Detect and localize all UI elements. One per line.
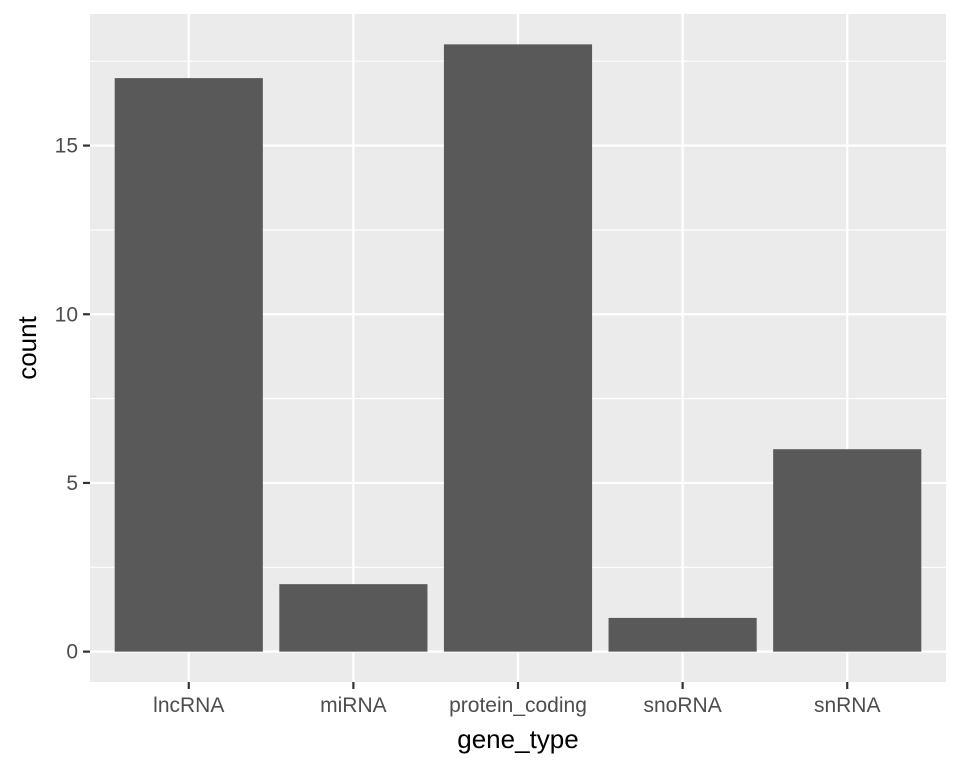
x-axis-title: gene_type <box>457 724 578 754</box>
y-tick-label: 0 <box>66 641 78 664</box>
y-axis-ticks: 0 5 10 15 <box>55 135 90 664</box>
y-tick-label: 10 <box>55 303 78 326</box>
y-tick-label: 15 <box>55 135 78 158</box>
x-tick-label: snRNA <box>814 694 881 717</box>
bar-protein_coding <box>443 44 593 652</box>
x-tick-label: snoRNA <box>644 694 722 717</box>
bar-snoRNA <box>608 617 757 652</box>
y-axis-title: count <box>12 315 42 379</box>
x-axis-ticks: lncRNA miRNA protein_coding snoRNA snRNA <box>153 682 880 717</box>
x-tick-label: miRNA <box>320 694 387 717</box>
x-tick-label: protein_coding <box>449 694 587 717</box>
x-tick-label: lncRNA <box>153 694 224 717</box>
y-tick-label: 5 <box>66 472 78 495</box>
bar-snRNA <box>773 449 922 652</box>
bars <box>114 44 922 652</box>
bar-lncRNA <box>114 78 263 652</box>
bar-miRNA <box>279 584 428 652</box>
